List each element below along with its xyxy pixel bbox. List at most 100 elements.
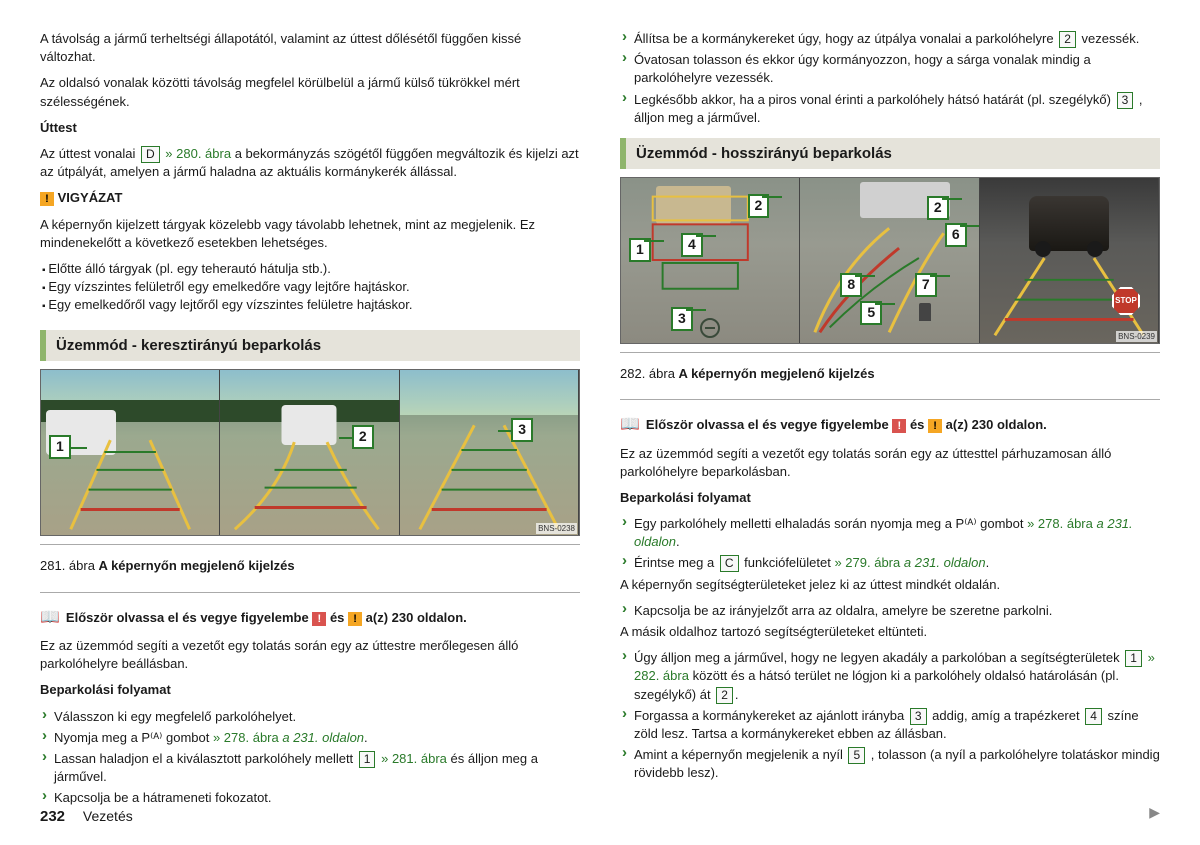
left-column: A távolság a jármű terheltségi állapotát…	[40, 30, 580, 825]
figure-panel-2: 2	[220, 370, 399, 535]
text: Úgy álljon meg a járművel, hogy ne legye…	[634, 650, 1123, 665]
right-column: Állítsa be a kormánykereket úgy, hogy az…	[620, 30, 1160, 825]
text: Állítsa be a kormánykereket úgy, hogy az…	[634, 31, 1057, 46]
callout-1: 1	[629, 238, 651, 262]
ref-link[interactable]: » 281. ábra	[381, 751, 447, 766]
text: Először olvassa el és vegye figyelembe	[66, 610, 312, 625]
callout-2: 2	[927, 196, 949, 220]
steering-icon	[700, 318, 720, 338]
ref-link[interactable]: » 278. ábra	[1027, 516, 1093, 531]
list-item: Óvatosan tolasson és ekkor úgy kormányoz…	[622, 51, 1160, 87]
ref-label-1: 1	[1125, 650, 1142, 667]
figure-panel-3	[980, 178, 1159, 343]
paragraph: A távolság a jármű terheltségi állapotát…	[40, 30, 580, 66]
text: funkciófelületet	[744, 555, 834, 570]
ref-label-2: 2	[1059, 31, 1076, 48]
text: Lassan haladjon el a kiválasztott parkol…	[54, 751, 357, 766]
caution-list: Előtte álló tárgyak (pl. egy teherautó h…	[42, 260, 580, 315]
text: és	[330, 610, 348, 625]
procedure-list: Kapcsolja be az irányjelzőt arra az olda…	[622, 602, 1160, 623]
separator	[620, 399, 1160, 400]
text: Amint a képernyőn megjelenik a nyíl	[634, 747, 846, 762]
list-item: Egy parkolóhely melletti elhaladás során…	[622, 515, 1160, 551]
caption-text: A képernyőn megjelenő kijelzés	[99, 558, 295, 573]
callout-1: 1	[49, 435, 71, 459]
figure-caption: 281. ábra A képernyőn megjelenő kijelzés	[40, 557, 580, 575]
callout-5: 5	[860, 301, 882, 325]
list-item: Kapcsolja be a hátrameneti fokozatot.	[42, 789, 580, 807]
procedure-list: Úgy álljon meg a járművel, hogy ne legye…	[622, 649, 1160, 785]
danger-icon: !	[892, 419, 906, 433]
callout-3: 3	[671, 307, 693, 331]
text: Legkésőbb akkor, ha a piros vonal érinti…	[634, 92, 1115, 107]
lamp-icon	[919, 303, 931, 321]
read-first-note: 📖 Először olvassa el és vegye figyelembe…	[40, 607, 580, 629]
ref-label-c: C	[720, 555, 739, 572]
mode-description: Ez az üzemmód segíti a vezetőt egy tolat…	[620, 445, 1160, 481]
section-heading: Üzemmód - keresztirányú beparkolás	[40, 330, 580, 361]
text: Érintse meg a	[634, 555, 718, 570]
callout-2: 2	[352, 425, 374, 449]
page-number: 232	[40, 808, 65, 825]
list-item: Érintse meg a C funkciófelületet » 279. …	[622, 554, 1160, 572]
list-item: Lassan haladjon el a kiválasztott parkol…	[42, 750, 580, 786]
text: 282. ábra	[620, 366, 679, 381]
ref-link[interactable]: a 231. oldalon	[282, 730, 364, 745]
callout-6: 6	[945, 223, 967, 247]
procedure-list: Válasszon ki egy megfelelő parkolóhelyet…	[42, 708, 580, 811]
ref-label-2: 2	[716, 687, 733, 704]
text: vezessék.	[1082, 31, 1140, 46]
text: Nyomja meg a P⁽ᴬ⁾ gombot	[54, 730, 213, 745]
caution-title: VIGYÁZAT	[58, 190, 123, 205]
figure-code: BNS-0238	[536, 523, 577, 534]
list-item: Állítsa be a kormánykereket úgy, hogy az…	[622, 30, 1160, 48]
figure-caption: 282. ábra A képernyőn megjelenő kijelzés	[620, 365, 1160, 383]
ref-label-4: 4	[1085, 708, 1102, 725]
list-item: Amint a képernyőn megjelenik a nyíl 5 , …	[622, 746, 1160, 782]
callout-8: 8	[840, 273, 862, 297]
mode-description: Ez az üzemmód segíti a vezetőt egy tolat…	[40, 637, 580, 673]
list-item: Válasszon ki egy megfelelő parkolóhelyet…	[42, 708, 580, 726]
ref-label-5: 5	[848, 747, 865, 764]
separator	[40, 544, 580, 545]
figure-panel-2: 2 6 7 8 5	[800, 178, 979, 343]
text: 281. ábra	[40, 558, 99, 573]
text: Forgassa a kormánykereket az ajánlott ir…	[634, 708, 908, 723]
subheading: Beparkolási folyamat	[620, 489, 1160, 507]
figure-281: 1 2 3 BNS-0	[40, 369, 580, 536]
caution-intro: A képernyőn kijelzett tárgyak közelebb v…	[40, 216, 580, 252]
list-item: Nyomja meg a P⁽ᴬ⁾ gombot » 278. ábra a 2…	[42, 729, 580, 747]
figure-code: BNS-0239	[1116, 331, 1157, 342]
text: addig, amíg a trapézkeret	[932, 708, 1083, 723]
page-footer: 232 Vezetés	[40, 806, 133, 827]
text: és	[910, 417, 928, 432]
text: a(z) 230 oldalon.	[366, 610, 467, 625]
callout-3: 3	[511, 418, 533, 442]
text: Az úttest vonalai	[40, 146, 139, 161]
separator	[40, 592, 580, 593]
list-item: Kapcsolja be az irányjelzőt arra az olda…	[622, 602, 1160, 620]
figure-panel-1: 1	[41, 370, 220, 535]
warning-icon: !	[348, 612, 362, 626]
text: Először olvassa el és vegye figyelembe	[646, 417, 892, 432]
figure-282: 1 2 4 3 2 6 7 8 5	[620, 177, 1160, 344]
callout-4: 4	[681, 233, 703, 257]
list-item: Legkésőbb akkor, ha a piros vonal érinti…	[622, 91, 1160, 127]
figure-panel-3: 3	[400, 370, 579, 535]
caution-heading: ! VIGYÁZAT	[40, 189, 580, 207]
continue-icon: ▶	[1149, 803, 1160, 823]
callout-2: 2	[748, 194, 770, 218]
ref-link[interactable]: » 279. ábra	[834, 555, 900, 570]
list-item: Előtte álló tárgyak (pl. egy teherautó h…	[42, 260, 580, 278]
list-item: Úgy álljon meg a járművel, hogy ne legye…	[622, 649, 1160, 704]
subheading: Beparkolási folyamat	[40, 681, 580, 699]
callout-7: 7	[915, 273, 937, 297]
ref-link[interactable]: » 278. ábra	[213, 730, 279, 745]
danger-icon: !	[312, 612, 326, 626]
ref-label-3: 3	[1117, 92, 1134, 109]
book-icon: 📖	[620, 414, 640, 436]
text: Egy parkolóhely melletti elhaladás során…	[634, 516, 1027, 531]
ref-link[interactable]: a 231. oldalon	[904, 555, 986, 570]
ref-link[interactable]: » 280. ábra	[165, 146, 231, 161]
list-item: Forgassa a kormánykereket az ajánlott ir…	[622, 707, 1160, 743]
